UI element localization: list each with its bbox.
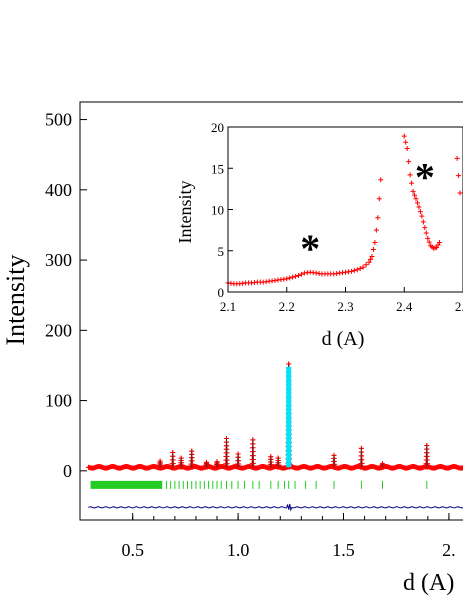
inset-observed-point	[412, 192, 418, 198]
inset-observed-point	[370, 247, 376, 253]
inset-x-tick-label: 2.1	[220, 299, 236, 314]
main-x-tick-label: 1.0	[227, 540, 250, 560]
main-x-tick-label: 1.5	[332, 540, 355, 560]
inset-observed-point	[419, 213, 425, 219]
inset-y-tick-label: 10	[211, 203, 224, 218]
inset-observed-point	[413, 196, 419, 202]
main-x-tick-label: 0.5	[121, 540, 144, 560]
inset-axes: 0 5 10 15 20 2.1 2.2 2.3 2.4 2.5	[211, 120, 463, 314]
inset-observed-point	[416, 204, 422, 210]
inset-observed-point	[363, 262, 369, 268]
inset-observed-point	[369, 254, 375, 260]
inset-observed-point	[367, 256, 373, 262]
inset-x-tick-label: 2.5	[455, 299, 463, 314]
inset-observed-point	[401, 133, 407, 139]
inset-observed-point	[375, 215, 381, 221]
main-y-tick-label: 300	[45, 250, 72, 270]
inset-observed-point	[354, 267, 360, 273]
inset-observed-point	[420, 219, 426, 225]
main-y-axis-label: Intensity	[1, 255, 30, 346]
inset-annotation-asterisk: *	[415, 154, 435, 199]
inset-observed-point	[376, 196, 382, 202]
main-y-tick-label: 400	[45, 180, 72, 200]
inset-observed-point	[373, 227, 379, 233]
main-y-tick-label: 500	[45, 110, 72, 130]
inset-observed-point	[366, 259, 372, 265]
inset-y-axis-label: Intensity	[175, 181, 195, 244]
inset-observed-point	[351, 268, 357, 274]
inset-observed-point	[357, 265, 363, 271]
inset-observed-point	[409, 180, 415, 186]
inset-observed-point	[406, 159, 412, 165]
main-y-tick-label: 0	[63, 461, 72, 481]
inset-annotation-asterisk: *	[300, 226, 320, 271]
inset-y-tick-label: 15	[211, 161, 224, 176]
main-x-tick-label: 2.	[442, 540, 456, 560]
calculated-peak	[286, 366, 292, 468]
main-plot-frame	[79, 101, 463, 521]
inset-y-tick-label: 20	[211, 120, 224, 135]
inset-observed-point	[290, 274, 296, 280]
inset-observed-point	[425, 235, 431, 241]
inset-y-tick-label: 0	[218, 285, 225, 300]
inset-observed-point	[456, 173, 462, 179]
difference-curve	[88, 503, 463, 512]
inset-observed-point	[437, 240, 442, 245]
inset-observed-point	[423, 230, 429, 236]
inset-observed-point	[360, 264, 366, 270]
inset-observed-point	[348, 268, 354, 274]
inset-observed-point	[284, 276, 290, 282]
reflection-tick-band	[90, 480, 163, 489]
inset-observed-point	[410, 188, 416, 194]
inset-observed-point	[426, 239, 432, 245]
inset-observed-point	[372, 240, 378, 245]
inset-observed-point	[404, 145, 410, 151]
main-x-axis-label: d (A)	[403, 570, 454, 596]
inset-observed-point	[287, 275, 293, 281]
main-marks	[85, 361, 463, 512]
inset-observed-point	[293, 273, 299, 279]
inset-observed-point	[378, 177, 384, 183]
inset-observed-point	[403, 139, 409, 145]
inset-observed-point	[414, 200, 420, 206]
inset-observed-point	[454, 155, 460, 161]
inset-x-tick-label: 2.2	[279, 299, 295, 314]
inset-observed-point	[417, 209, 423, 215]
inset-observed-point	[422, 225, 428, 231]
inset-annotations: **	[300, 154, 435, 271]
inset-observed-point	[457, 190, 463, 196]
main-y-tick-label: 100	[45, 391, 72, 411]
inset-observed-point	[296, 273, 301, 278]
inset-x-tick-label: 2.4	[396, 299, 413, 314]
inset-marks	[225, 133, 463, 287]
observed-point	[461, 467, 463, 469]
inset-x-tick-label: 2.3	[337, 299, 353, 314]
inset-observed-point	[407, 172, 413, 178]
inset-background	[228, 127, 463, 292]
inset-y-tick-label: 5	[218, 244, 225, 259]
main-y-tick-label: 200	[45, 320, 72, 340]
inset-observed-point	[298, 271, 304, 277]
inset-x-axis-label: d (A)	[322, 328, 365, 350]
